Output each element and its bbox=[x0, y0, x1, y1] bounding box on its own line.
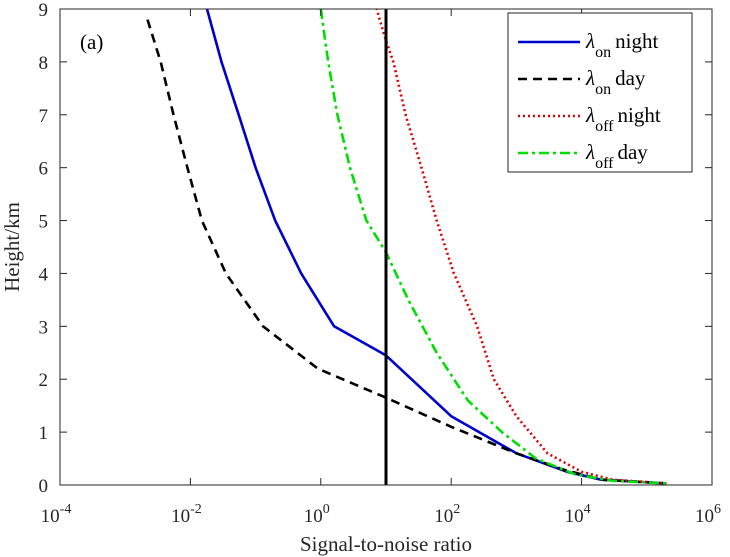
y-tick-label: 5 bbox=[39, 212, 49, 233]
plot-frame bbox=[59, 8, 713, 486]
y-tick-label: 8 bbox=[39, 53, 49, 74]
x-tick-label: 106 bbox=[695, 502, 721, 527]
x-tick-label: 104 bbox=[565, 502, 591, 527]
ticks-layer: 10-4 10-2 100 102 104 106 0 1 2 3 4 5 6 7 8 9 bbox=[39, 0, 722, 527]
y-tick-label: 1 bbox=[39, 423, 49, 444]
y-tick-label: 4 bbox=[39, 264, 49, 285]
series-line-off-night bbox=[375, 9, 667, 485]
x-tick-label: 10-4 bbox=[41, 502, 72, 527]
series-layer bbox=[146, 9, 667, 485]
x-axis-label: Signal-to-noise ratio bbox=[300, 532, 472, 556]
y-tick-label: 6 bbox=[39, 159, 49, 180]
panel-label: (a) bbox=[80, 30, 103, 54]
series-line-on-day bbox=[146, 19, 667, 485]
legend-label-on-night: λon night bbox=[585, 29, 658, 61]
y-tick-label: 0 bbox=[39, 476, 49, 497]
y-axis-label: Height/km bbox=[0, 202, 24, 292]
legend-label-on-day: λon day bbox=[585, 66, 646, 98]
y-tick-label: 7 bbox=[39, 106, 49, 127]
legend-label-off-night: λoff night bbox=[585, 103, 661, 135]
series-line-off-day bbox=[319, 9, 667, 485]
y-tick-label: 2 bbox=[39, 370, 49, 391]
legend-box bbox=[507, 12, 693, 173]
y-tick-label: 9 bbox=[39, 0, 49, 21]
legend: λon night λon day λoff night λoff day bbox=[507, 12, 693, 173]
y-tick-label: 3 bbox=[39, 317, 49, 338]
legend-label-off-day: λoff day bbox=[585, 140, 648, 172]
x-tick-label: 100 bbox=[304, 502, 330, 527]
x-tick-label: 102 bbox=[434, 502, 460, 527]
x-tick-label: 10-2 bbox=[171, 502, 202, 527]
